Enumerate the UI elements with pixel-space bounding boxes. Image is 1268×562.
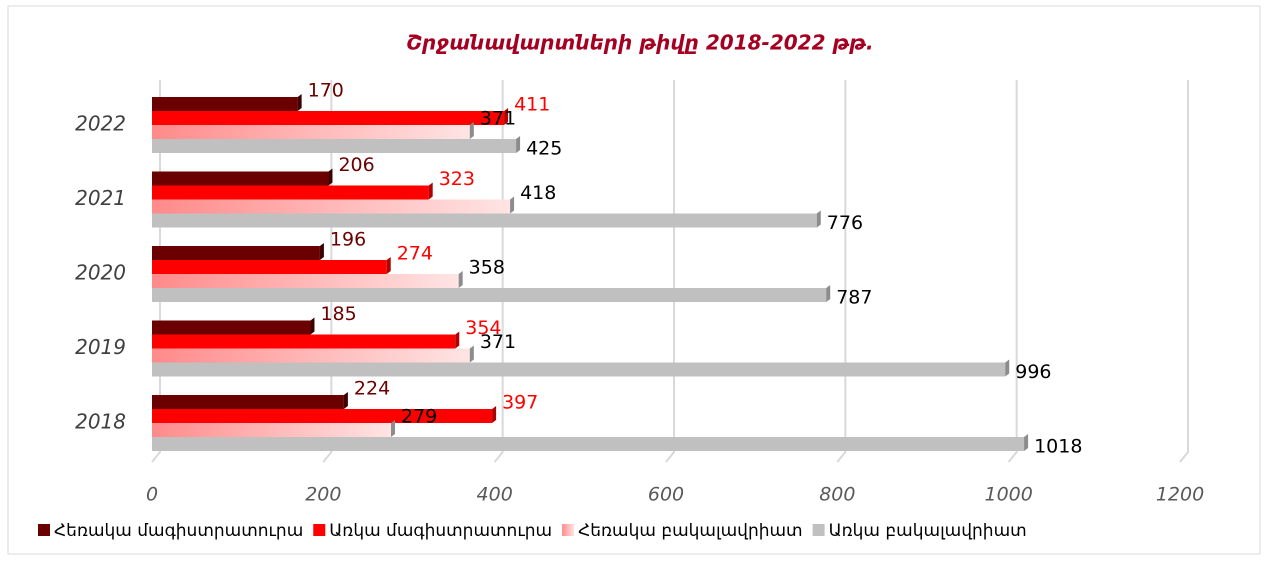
bar bbox=[152, 409, 493, 423]
bar-side bbox=[1024, 434, 1029, 451]
data-label: 418 bbox=[520, 182, 556, 204]
bar-side bbox=[428, 182, 433, 200]
data-label: 354 bbox=[465, 317, 501, 339]
bar bbox=[152, 437, 1025, 451]
bar bbox=[152, 213, 817, 228]
bar-side bbox=[504, 108, 509, 125]
bar bbox=[152, 246, 320, 260]
data-label: 323 bbox=[439, 168, 475, 190]
bar bbox=[152, 111, 505, 125]
bar-side bbox=[469, 345, 474, 363]
legend-swatch bbox=[38, 524, 50, 536]
x-tick-label: 1200 bbox=[1156, 484, 1204, 506]
bar bbox=[152, 348, 470, 363]
grid-line bbox=[1007, 80, 1018, 463]
bar-side bbox=[391, 420, 396, 437]
bar-side bbox=[297, 94, 302, 111]
bar-side bbox=[492, 406, 497, 423]
bar bbox=[152, 199, 511, 214]
bar-side bbox=[1005, 359, 1010, 377]
data-label: 397 bbox=[502, 392, 538, 414]
legend-label: Առկա բակալավրիատ bbox=[829, 521, 1027, 541]
bar bbox=[152, 334, 456, 349]
y-tick-label: 2020 bbox=[75, 261, 126, 285]
data-label: 196 bbox=[330, 229, 366, 251]
bar bbox=[152, 395, 344, 409]
bar-side bbox=[516, 136, 521, 153]
data-label: 1018 bbox=[1034, 436, 1082, 458]
y-tick-label: 2022 bbox=[75, 112, 126, 136]
y-tick-label: 2018 bbox=[75, 410, 126, 434]
data-label: 425 bbox=[526, 138, 562, 160]
x-tick-label: 1000 bbox=[984, 484, 1032, 506]
data-label: 274 bbox=[397, 243, 433, 265]
grid-line bbox=[836, 80, 847, 463]
bar bbox=[152, 274, 459, 288]
bar bbox=[152, 288, 827, 302]
y-tick-label: 2021 bbox=[75, 186, 126, 210]
bar-side bbox=[510, 196, 515, 214]
bar bbox=[152, 423, 392, 437]
bar-side bbox=[455, 331, 460, 349]
chart-title: Շրջանավարտների թիվը 2018-2022 թթ. bbox=[406, 31, 873, 55]
data-label: 206 bbox=[338, 154, 374, 176]
bar-side bbox=[826, 285, 831, 302]
bar bbox=[152, 97, 298, 111]
x-tick-label: 600 bbox=[648, 484, 684, 506]
bar bbox=[152, 320, 311, 335]
bar bbox=[152, 185, 429, 200]
data-label: 371 bbox=[480, 108, 516, 130]
data-label: 996 bbox=[1015, 361, 1051, 383]
data-label: 185 bbox=[320, 303, 356, 325]
bar bbox=[152, 139, 517, 153]
bar bbox=[152, 362, 1006, 377]
bar-side bbox=[319, 243, 324, 260]
data-label: 411 bbox=[514, 94, 550, 116]
data-label: 279 bbox=[401, 406, 437, 428]
bar-side bbox=[816, 210, 821, 228]
grid-line bbox=[1179, 80, 1189, 463]
data-label: 776 bbox=[827, 212, 863, 234]
bar-side bbox=[469, 122, 474, 139]
legend-label: Առկա մագիստրատուրա bbox=[329, 521, 552, 541]
data-label: 787 bbox=[836, 287, 872, 309]
bar-side bbox=[386, 257, 391, 274]
data-label: 358 bbox=[469, 257, 505, 279]
grid-line bbox=[665, 80, 675, 463]
legend-swatch bbox=[562, 524, 575, 536]
x-tick-label: 800 bbox=[819, 484, 855, 506]
bar bbox=[152, 260, 387, 274]
y-tick-label: 2019 bbox=[75, 335, 126, 359]
bar-side bbox=[343, 392, 348, 409]
data-label: 224 bbox=[354, 378, 390, 400]
legend-swatch bbox=[313, 524, 326, 536]
bar bbox=[152, 125, 470, 139]
legend-label: Հեռակա բակալավրիատ bbox=[578, 521, 803, 541]
bar-side bbox=[310, 317, 315, 335]
x-tick-label: 200 bbox=[305, 484, 341, 506]
x-tick-label: 400 bbox=[477, 484, 513, 506]
data-label: 371 bbox=[480, 331, 516, 353]
legend-label: Հեռակա մագիստրատուրա bbox=[54, 521, 303, 541]
legend-swatch bbox=[812, 524, 825, 536]
bar bbox=[152, 171, 329, 186]
data-label: 170 bbox=[308, 80, 344, 102]
bar-side bbox=[328, 168, 333, 186]
bar-side bbox=[458, 271, 463, 288]
x-tick-label: 0 bbox=[146, 484, 158, 506]
